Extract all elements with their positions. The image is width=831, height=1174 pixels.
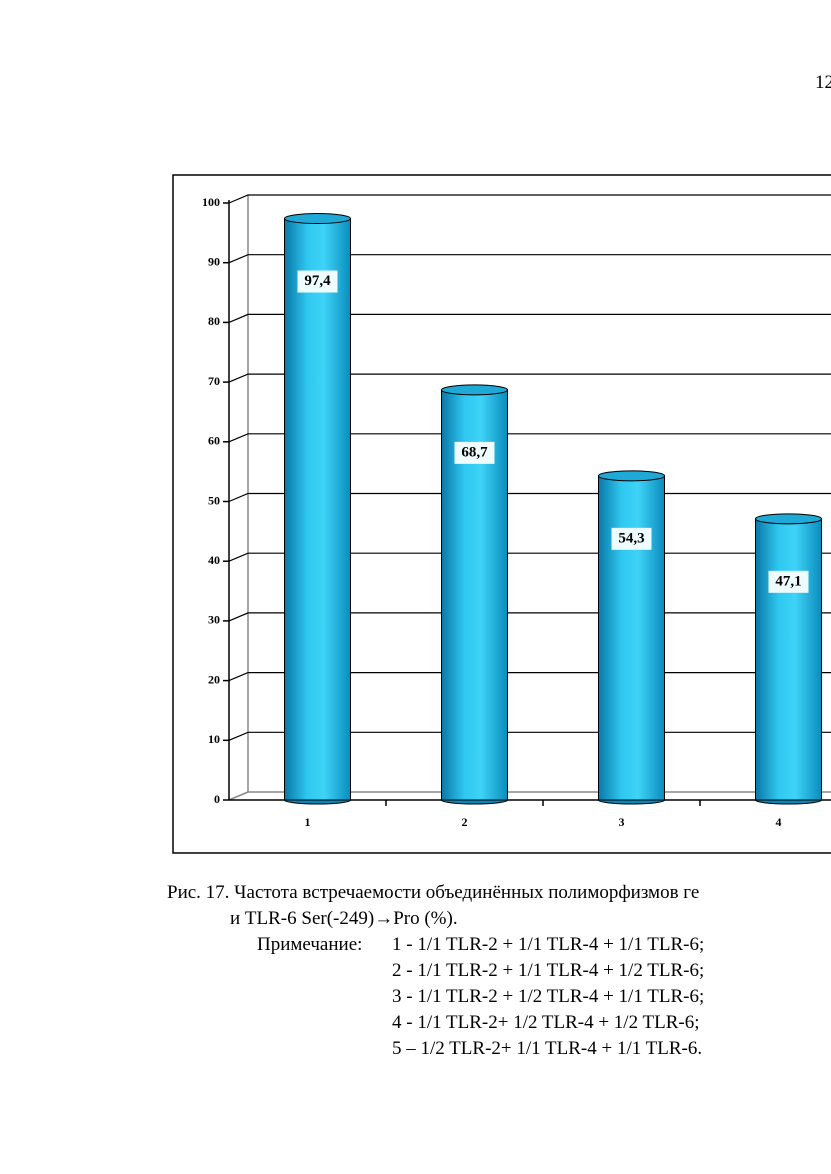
value-label: 68,7 bbox=[461, 444, 488, 460]
bar-top bbox=[755, 513, 822, 525]
note-item: 2 - 1/1 TLR-2 + 1/1 TLR-4 + 1/2 TLR-6; bbox=[392, 960, 704, 981]
caption-line: и TLR-6 Ser(-249)→Pro (%). bbox=[230, 908, 458, 929]
y-tick-label: 40 bbox=[208, 553, 220, 567]
floor bbox=[228, 791, 249, 801]
y-tick-label: 80 bbox=[208, 314, 220, 328]
grid-line bbox=[228, 433, 831, 443]
value-label-bg bbox=[611, 527, 652, 550]
bar bbox=[441, 389, 508, 801]
chart-frame bbox=[172, 174, 831, 854]
y-tick-label: 70 bbox=[208, 374, 220, 388]
x-tick-label: 4 bbox=[776, 815, 782, 829]
bar bbox=[284, 218, 351, 801]
y-tick-label: 0 bbox=[214, 792, 220, 806]
note-item: 5 – 1/2 TLR-2+ 1/1 TLR-4 + 1/1 TLR-6. bbox=[392, 1038, 702, 1059]
value-label: 54,3 bbox=[618, 530, 644, 546]
y-tick-label: 20 bbox=[208, 672, 220, 686]
bar-top bbox=[284, 213, 351, 225]
bar-top bbox=[441, 384, 508, 396]
grid-line bbox=[228, 373, 831, 383]
y-tick-label: 90 bbox=[208, 254, 220, 268]
x-tick-label: 1 bbox=[305, 815, 311, 829]
y-tick-label: 50 bbox=[208, 493, 220, 507]
note-label: Примечание: bbox=[257, 934, 362, 955]
value-label-bg bbox=[454, 441, 495, 464]
bar bbox=[598, 475, 665, 801]
y-tick-label: 30 bbox=[208, 613, 220, 627]
caption-line: Рис. 17. Частота встречаемости объединён… bbox=[167, 882, 699, 903]
bar-top bbox=[598, 470, 665, 482]
note-item: 3 - 1/1 TLR-2 + 1/2 TLR-4 + 1/1 TLR-6; bbox=[392, 986, 704, 1007]
grid-line bbox=[228, 194, 831, 204]
x-tick-label: 2 bbox=[462, 815, 468, 829]
note-item: 1 - 1/1 TLR-2 + 1/1 TLR-4 + 1/1 TLR-6; bbox=[392, 934, 704, 955]
bar bbox=[755, 518, 822, 801]
value-label: 47,1 bbox=[775, 573, 801, 589]
value-label: 97,4 bbox=[304, 273, 331, 289]
value-label-bg bbox=[768, 570, 809, 593]
note-item: 4 - 1/1 TLR-2+ 1/2 TLR-4 + 1/2 TLR-6; bbox=[392, 1012, 699, 1033]
grid-line bbox=[228, 313, 831, 323]
y-tick-label: 60 bbox=[208, 434, 220, 448]
x-tick-label: 3 bbox=[619, 815, 625, 829]
y-tick-label: 100 bbox=[202, 195, 220, 209]
y-tick-label: 10 bbox=[208, 732, 220, 746]
page-number: 12 bbox=[815, 72, 831, 93]
grid-line bbox=[228, 254, 831, 264]
value-label-bg bbox=[297, 270, 338, 293]
